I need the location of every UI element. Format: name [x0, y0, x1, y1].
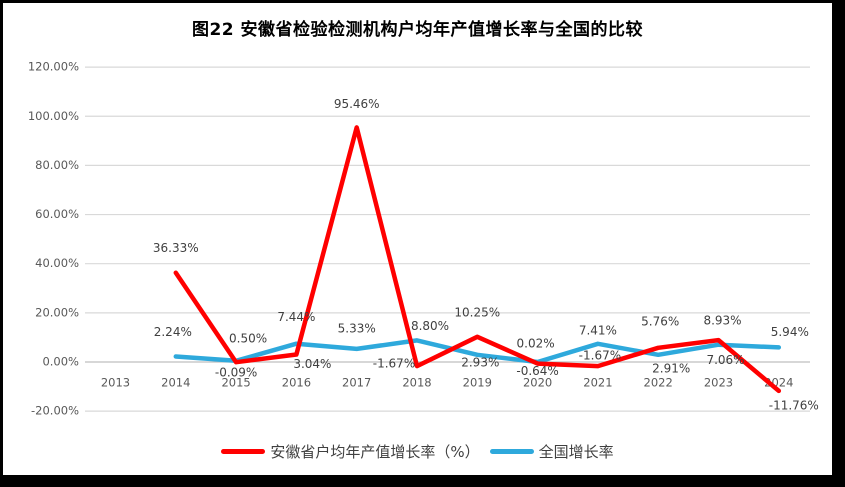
data-label: 0.50% [229, 331, 267, 345]
data-label: -0.09% [215, 366, 257, 380]
legend-item-national: 全国增长率 [489, 441, 614, 462]
x-axis-tick-label: 2021 [583, 376, 612, 390]
data-label: 2.93% [461, 355, 499, 369]
data-label: -0.64% [516, 364, 558, 378]
data-label: 7.44% [277, 310, 315, 324]
chart-legend: 安徽省户均年产值增长率（%） 全国增长率 [3, 441, 832, 462]
y-axis-tick-label: 20.00% [35, 305, 79, 319]
data-label: 7.06% [706, 353, 744, 367]
y-axis-tick-label: 40.00% [35, 256, 79, 270]
data-label: 5.33% [338, 321, 376, 335]
frame-border-left [0, 0, 3, 487]
series-line-anhui [173, 125, 782, 394]
x-axis-tick-label: 2022 [644, 376, 673, 390]
x-axis-tick-label: 2014 [161, 376, 190, 390]
data-label: -11.76% [769, 398, 819, 412]
legend-line-swatch-anhui [221, 449, 266, 454]
data-label: 3.04% [293, 357, 331, 371]
data-label: -1.67% [373, 357, 415, 371]
y-axis-tick-label: 80.00% [35, 158, 79, 172]
data-label: 95.46% [334, 97, 380, 111]
frame-border-right [832, 0, 845, 487]
data-label: -1.67% [579, 349, 621, 363]
data-label: 5.76% [641, 314, 679, 328]
y-axis-tick-label: -20.00% [31, 404, 79, 418]
y-axis-tick-label: 120.00% [28, 60, 79, 74]
chart-title: 图22 安徽省检验检测机构户均年产值增长率与全国的比较 [191, 20, 644, 40]
frame-border-bottom [0, 475, 845, 487]
x-axis-tick-label: 2013 [101, 376, 130, 390]
x-axis-tick-label: 2023 [704, 376, 733, 390]
data-label: 2.91% [652, 361, 690, 375]
data-label: 8.80% [411, 319, 449, 333]
frame-border-top [0, 0, 845, 3]
x-axis-tick-label: 2020 [523, 376, 552, 390]
x-axis-tick-label: 2015 [221, 376, 250, 390]
x-axis-tick-label: 2019 [463, 376, 492, 390]
legend-label-national: 全国增长率 [538, 443, 614, 461]
x-axis-tick-label: 2018 [402, 376, 431, 390]
legend-item-anhui: 安徽省户均年产值增长率（%） [221, 441, 480, 462]
data-label: 7.41% [579, 323, 617, 337]
data-label: 8.93% [703, 314, 741, 328]
y-axis-tick-label: 0.00% [42, 355, 79, 369]
x-axis-tick-label: 2016 [282, 376, 311, 390]
legend-line-swatch-national [489, 449, 534, 454]
data-label: 5.94% [771, 325, 809, 339]
data-label: 10.25% [454, 305, 500, 319]
data-label: 2.24% [154, 325, 192, 339]
series-line-national [173, 338, 782, 365]
data-label: 36.33% [153, 241, 199, 255]
y-axis-tick-label: 100.00% [28, 109, 79, 123]
y-axis-tick-label: 60.00% [35, 207, 79, 221]
legend-label-anhui: 安徽省户均年产值增长率（%） [270, 443, 480, 461]
data-label: 0.02% [517, 336, 555, 350]
x-axis-tick-label: 2017 [342, 376, 371, 390]
